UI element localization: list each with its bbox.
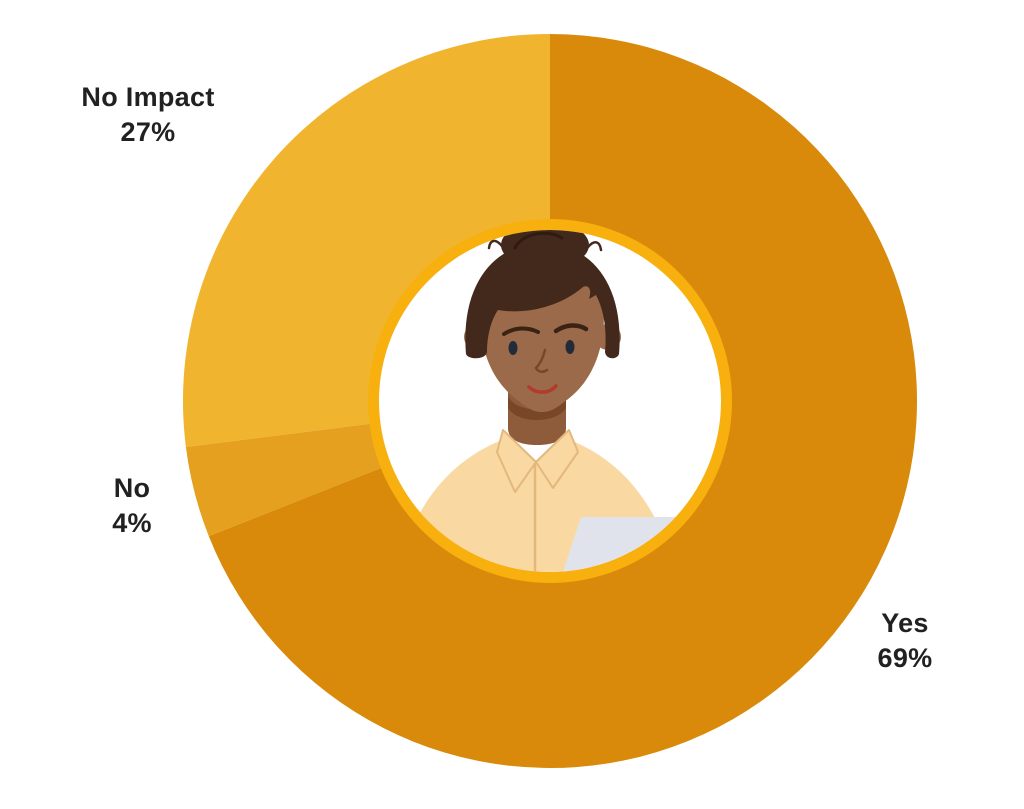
avatar-mouth [527,384,558,394]
callout-yes-value: 69% [877,643,933,673]
avatar-nostril [534,366,549,373]
avatar-hair-strand-left [487,239,504,250]
avatar-brow-right [553,323,589,334]
callout-no-value: 4% [112,508,152,538]
avatar-neck-shadow [508,396,566,420]
avatar-nose [534,348,547,370]
callout-no: No 4% [52,471,212,541]
callout-no-label: No [113,473,151,503]
avatar-collar-right [535,429,579,489]
avatar-hair-bun [501,230,589,269]
avatar-collar-left [496,429,537,493]
callout-no-impact-label: No Impact [81,82,215,112]
avatar-eye-right [565,340,575,354]
callout-no-impact: No Impact 27% [48,80,248,150]
avatar-brow-left [502,326,540,336]
callout-yes-label: Yes [881,608,929,638]
callout-yes: Yes 69% [825,606,985,676]
callout-no-impact-value: 27% [120,117,176,147]
avatar-eye-left [508,341,518,355]
avatar-hair [465,243,620,359]
avatar-bun-swirl [513,231,564,250]
avatar-hair-strand-right [586,241,603,252]
